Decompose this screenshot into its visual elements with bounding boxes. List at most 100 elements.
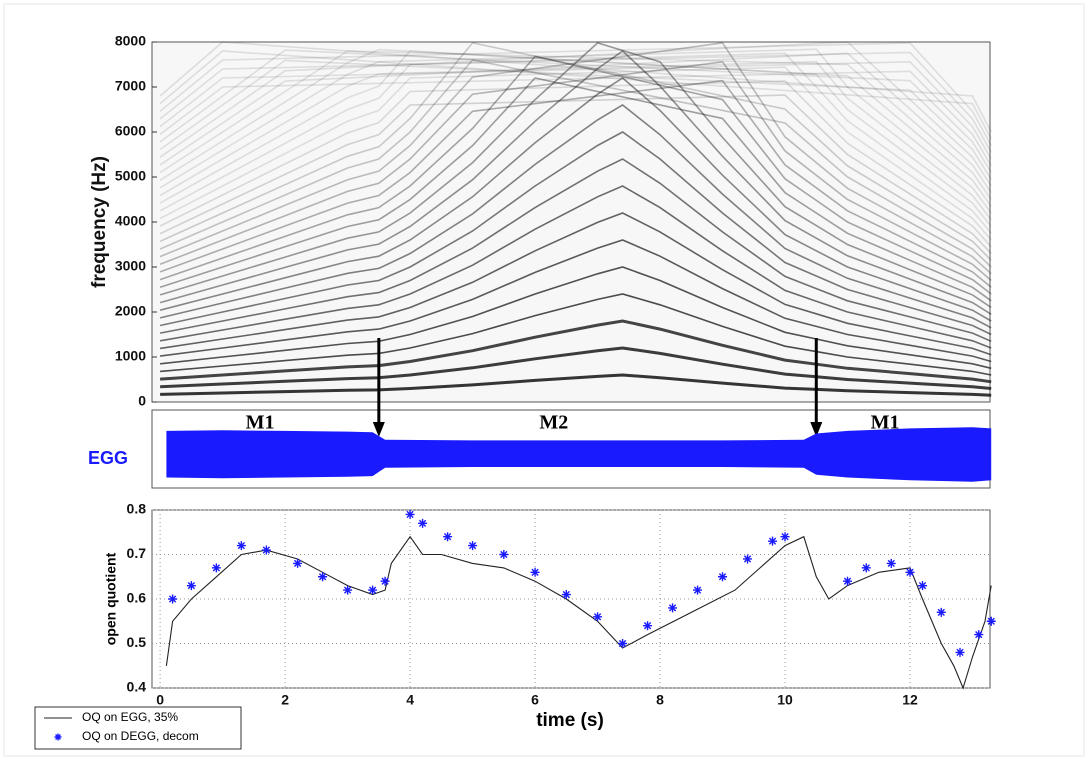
harmonic [159, 80, 992, 248]
harmonic [159, 212, 992, 356]
oq-panel [151, 509, 991, 689]
star-marker [261, 545, 271, 555]
y-tick-label: 4000 [115, 213, 146, 229]
harmonic [159, 50, 992, 200]
y-tick-label: 3000 [115, 258, 146, 274]
harmonic [159, 48, 992, 207]
y-tick-label: 2000 [115, 303, 146, 319]
y-tick-label: 8000 [115, 33, 146, 49]
star-marker [768, 536, 778, 546]
star-marker [343, 585, 353, 595]
star-marker [693, 585, 703, 595]
harmonic [159, 42, 992, 275]
star-marker [468, 541, 478, 551]
harmonic [160, 346, 992, 390]
harmonic [159, 60, 992, 282]
star-marker [211, 563, 221, 573]
harmonic [159, 42, 992, 309]
harmonic [159, 77, 992, 302]
harmonic [159, 104, 992, 329]
y-tick-label: 0.5 [127, 634, 147, 650]
harmonic [159, 131, 992, 336]
star-marker [643, 621, 653, 631]
harmonic [159, 59, 992, 268]
star-marker [561, 590, 571, 600]
star-marker [936, 607, 946, 617]
harmonic [159, 239, 992, 363]
y-tick-label: 6000 [115, 123, 146, 139]
star-marker [168, 594, 178, 604]
star-marker [318, 572, 328, 582]
x-tick-label: 8 [656, 692, 664, 708]
star-marker [443, 532, 453, 542]
legend [34, 706, 242, 750]
harmonic [159, 51, 992, 153]
harmonic [159, 48, 992, 214]
harmonic [159, 185, 992, 349]
star-marker [780, 532, 790, 542]
x-axis-label: time (s) [536, 710, 604, 731]
y-tick-label: 0.4 [127, 679, 147, 695]
star-marker [380, 576, 390, 586]
star-marker [955, 647, 965, 657]
star-marker [843, 576, 853, 586]
legend-label: OQ on EGG, 35% [82, 710, 178, 724]
spectrogram-panel [151, 41, 991, 403]
y-tick-label: 1000 [115, 348, 146, 364]
harmonic [160, 293, 992, 376]
x-tick-label: 4 [406, 692, 414, 708]
harmonic [159, 77, 992, 322]
star-marker [905, 567, 915, 577]
y-axis-label: open quotient [103, 552, 119, 645]
harmonic [160, 319, 992, 384]
harmonic [159, 52, 992, 234]
harmonic [159, 42, 992, 146]
star-marker [986, 616, 996, 626]
star-marker [618, 639, 628, 648]
harmonic [159, 41, 992, 133]
egg-envelope [166, 427, 992, 482]
harmonic [159, 41, 992, 187]
oq-line [165, 535, 992, 690]
harmonic [159, 50, 992, 227]
y-tick-label: 0.6 [127, 590, 147, 606]
harmonic [159, 60, 992, 221]
y-axis-label: frequency (Hz) [89, 156, 110, 288]
star-marker [861, 563, 871, 573]
x-tick-label: 0 [156, 692, 164, 708]
x-tick-label: 2 [281, 692, 289, 708]
x-tick-label: 12 [902, 692, 918, 708]
star-marker [405, 509, 415, 519]
star-marker [499, 550, 509, 559]
harmonic [159, 94, 992, 255]
star-marker [886, 558, 896, 568]
arrow-head [810, 422, 823, 437]
harmonic [160, 266, 992, 370]
star-marker [186, 581, 196, 591]
harmonic [159, 158, 992, 343]
harmonic [159, 49, 992, 173]
harmonic [159, 52, 992, 194]
star-marker [593, 612, 603, 622]
annotation: M1 [871, 412, 900, 434]
legend-swatch [54, 733, 62, 741]
star-marker [918, 581, 928, 591]
star-marker [743, 554, 753, 564]
fundamental [160, 373, 992, 397]
harmonic [159, 79, 992, 288]
x-tick-label: 10 [777, 692, 793, 708]
star-marker [718, 572, 728, 582]
star-marker [418, 518, 428, 528]
harmonic [159, 60, 992, 160]
harmonic [159, 42, 992, 261]
star-marker [530, 567, 540, 577]
harmonic [159, 49, 992, 315]
star-marker [668, 603, 678, 613]
harmonic [159, 59, 992, 180]
annotation: M1 [246, 412, 275, 434]
star-marker [368, 585, 378, 595]
y-tick-label: 0.8 [127, 501, 147, 517]
star-marker [293, 558, 303, 568]
legend-label: OQ on DEGG, decom [82, 729, 199, 743]
